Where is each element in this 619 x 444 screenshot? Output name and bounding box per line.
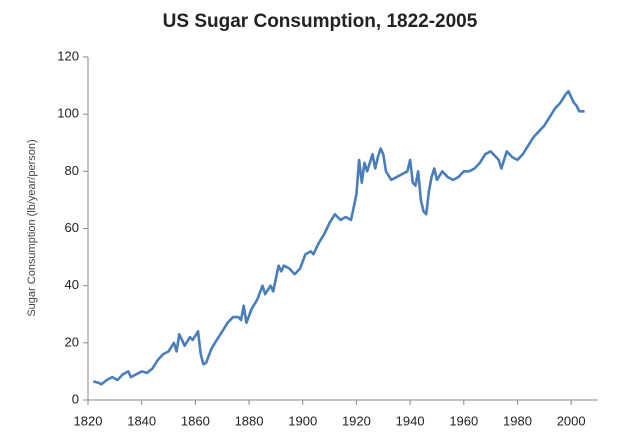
- x-tick-label: 1860: [181, 413, 210, 428]
- x-tick-label: 1820: [74, 413, 103, 428]
- y-tick-label: 20: [65, 334, 79, 349]
- chart-title: US Sugar Consumption, 1822-2005: [163, 11, 478, 32]
- x-tick-label: 1960: [449, 413, 478, 428]
- x-tick-label: 1940: [396, 413, 425, 428]
- x-tick-label: 2000: [557, 413, 586, 428]
- x-tick-label: 1980: [503, 413, 532, 428]
- x-tick-label: 1920: [342, 413, 371, 428]
- x-tick-label: 1880: [235, 413, 264, 428]
- y-tick-label: 0: [72, 391, 79, 406]
- x-tick-label: 1840: [127, 413, 156, 428]
- y-tick-label: 80: [65, 163, 79, 178]
- y-tick-label: 60: [65, 220, 79, 235]
- y-tick-label: 120: [57, 48, 79, 63]
- y-tick-label: 40: [65, 277, 79, 292]
- data-line: [93, 90, 585, 386]
- y-axis-label: Sugar Consumption (lb/year/person): [26, 139, 38, 316]
- x-tick-label: 1900: [288, 413, 317, 428]
- y-tick-label: 100: [57, 106, 79, 121]
